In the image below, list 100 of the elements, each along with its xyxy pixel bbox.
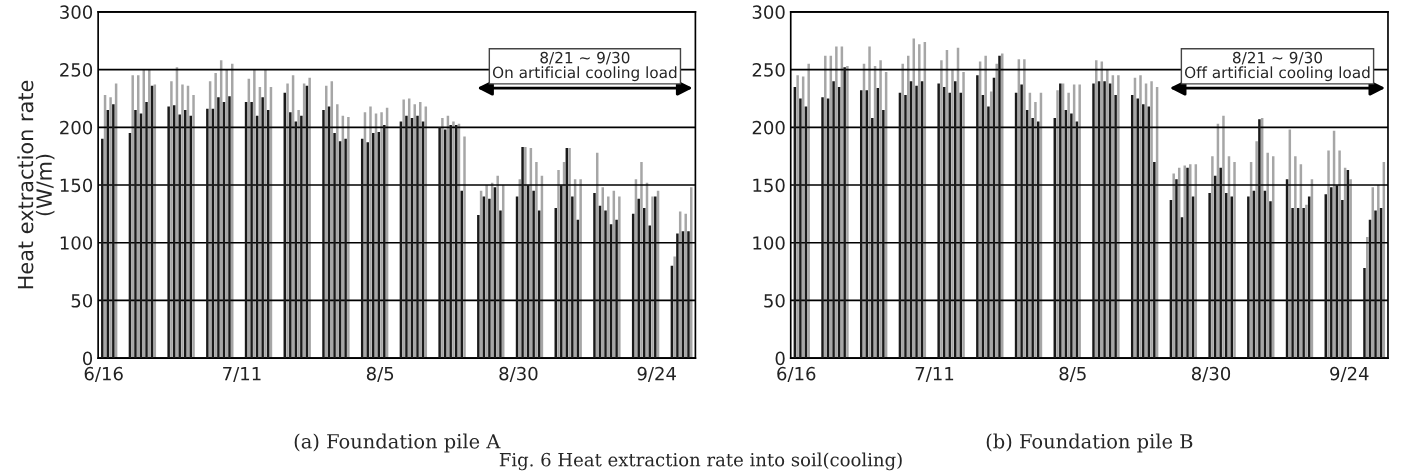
x-tick-label: 8/5 bbox=[366, 366, 394, 382]
bar bbox=[1377, 185, 1380, 359]
bar bbox=[901, 63, 904, 359]
bar bbox=[499, 210, 502, 359]
bar bbox=[1247, 196, 1250, 359]
bar bbox=[604, 210, 607, 359]
bar bbox=[1374, 210, 1377, 359]
bar bbox=[560, 185, 563, 359]
bar bbox=[405, 115, 408, 359]
bar bbox=[488, 198, 491, 359]
bar bbox=[1106, 69, 1109, 359]
bar bbox=[618, 196, 621, 359]
bar bbox=[962, 71, 965, 359]
bar bbox=[170, 81, 173, 359]
bar bbox=[579, 179, 582, 359]
bar bbox=[995, 63, 998, 359]
bar bbox=[438, 127, 441, 359]
bar bbox=[253, 69, 256, 359]
bar bbox=[1020, 84, 1023, 359]
bar bbox=[571, 196, 574, 359]
bar bbox=[882, 109, 885, 359]
bar bbox=[1211, 156, 1214, 359]
y-tick-label: 0 bbox=[775, 351, 785, 366]
bar bbox=[615, 219, 618, 359]
x-tick-label: 7/11 bbox=[223, 367, 261, 382]
bar bbox=[879, 60, 882, 359]
y-tick-label: 300 bbox=[60, 5, 93, 19]
bar bbox=[333, 133, 336, 359]
bar bbox=[477, 215, 480, 359]
bar bbox=[915, 85, 918, 359]
bar bbox=[1034, 101, 1037, 359]
bar bbox=[344, 138, 347, 359]
bar bbox=[557, 170, 560, 359]
text: (a) Foundation pile A bbox=[294, 433, 501, 453]
bar bbox=[796, 75, 799, 359]
bar bbox=[1222, 115, 1225, 359]
bar bbox=[416, 115, 419, 359]
bar bbox=[322, 109, 325, 359]
bar bbox=[1136, 98, 1139, 359]
bar bbox=[206, 108, 209, 359]
bar bbox=[1150, 81, 1153, 359]
bar bbox=[167, 106, 170, 359]
bar bbox=[821, 97, 824, 359]
y-tick-label: 200 bbox=[60, 120, 93, 135]
bar bbox=[1023, 59, 1026, 359]
bar bbox=[1139, 75, 1142, 359]
bar bbox=[413, 104, 416, 359]
bar bbox=[286, 83, 289, 359]
bar bbox=[984, 55, 987, 359]
bar bbox=[452, 121, 455, 359]
text: (b) Foundation pile B bbox=[986, 433, 1193, 453]
bar bbox=[1092, 83, 1095, 359]
bar bbox=[308, 77, 311, 359]
bar bbox=[1338, 150, 1341, 359]
bar bbox=[485, 185, 488, 359]
bar bbox=[228, 96, 231, 359]
bar bbox=[832, 81, 835, 359]
y-tick-label: 150 bbox=[60, 178, 93, 193]
bar bbox=[948, 92, 951, 359]
bar bbox=[1070, 113, 1073, 359]
bar bbox=[1294, 156, 1297, 359]
bar bbox=[325, 85, 328, 359]
bar bbox=[383, 124, 386, 359]
bar bbox=[463, 136, 466, 359]
y-tick-label: 100 bbox=[60, 236, 93, 250]
bar bbox=[940, 60, 943, 359]
bar bbox=[402, 99, 405, 359]
x-tick-label: 8/5 bbox=[1059, 366, 1086, 382]
bar bbox=[868, 46, 871, 359]
bar bbox=[1349, 179, 1352, 359]
bar bbox=[1219, 167, 1222, 359]
bar bbox=[380, 112, 383, 359]
bar bbox=[225, 69, 228, 359]
bar bbox=[799, 98, 802, 359]
caption: Fig. 6 Heat extraction rate into soil(cooling) bbox=[499, 452, 902, 471]
bar bbox=[1103, 81, 1106, 359]
bar bbox=[1056, 90, 1059, 359]
x-tick-label: 8/30 bbox=[1191, 366, 1231, 382]
x-tick-label: 7/11 bbox=[915, 367, 954, 382]
x-tick-label: 6/16 bbox=[777, 366, 816, 382]
bar bbox=[1172, 173, 1175, 359]
bar bbox=[441, 118, 444, 359]
y-tick-label: 250 bbox=[60, 63, 93, 77]
bar bbox=[1095, 60, 1098, 359]
bar bbox=[1363, 268, 1366, 359]
bar bbox=[918, 44, 921, 359]
y-tick-label: 0 bbox=[82, 351, 93, 366]
bar bbox=[101, 138, 104, 359]
bar bbox=[1327, 150, 1330, 359]
bar bbox=[347, 116, 350, 359]
bar bbox=[951, 69, 954, 359]
bar bbox=[496, 175, 499, 359]
bar bbox=[904, 94, 907, 359]
bar bbox=[261, 97, 264, 359]
bar bbox=[1142, 104, 1145, 359]
bar bbox=[1341, 200, 1344, 359]
bar bbox=[684, 213, 687, 359]
bar bbox=[1117, 75, 1120, 359]
bar bbox=[289, 112, 292, 359]
annotation: 8/21 ∼ 9/30 On artificial cooling load bbox=[492, 51, 677, 82]
